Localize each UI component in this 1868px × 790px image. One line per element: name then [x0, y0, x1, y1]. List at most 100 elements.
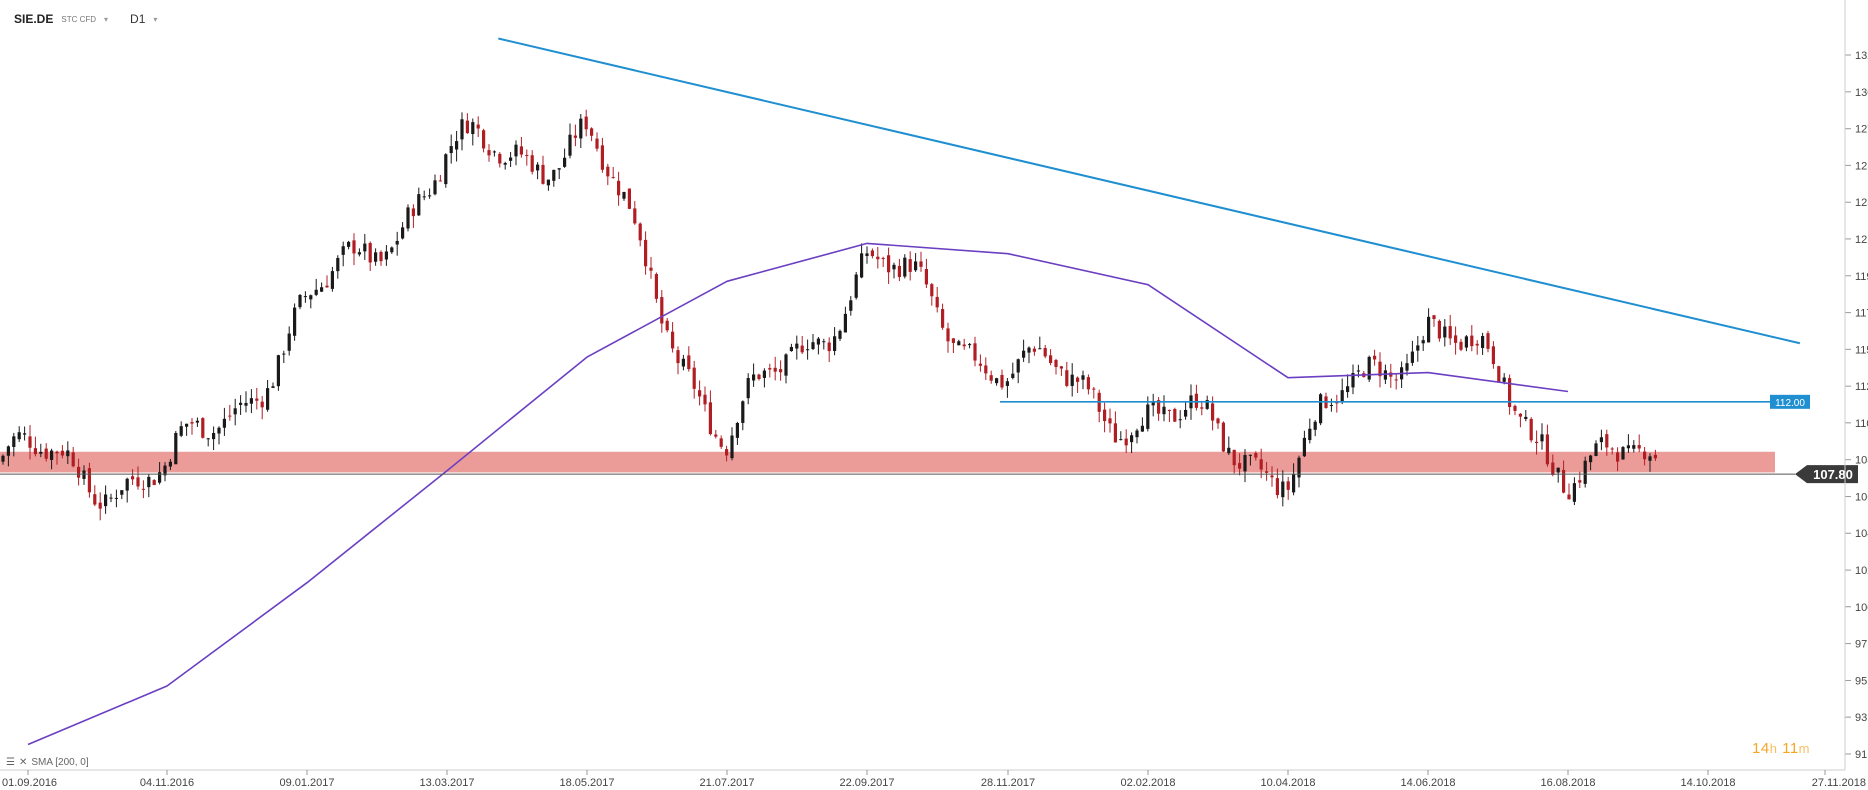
y-tick-label: 110.78 [1855, 418, 1868, 430]
candle-body [6, 446, 10, 456]
candle-body [1108, 418, 1112, 424]
candle-body [730, 435, 734, 459]
candle-body [77, 466, 81, 478]
candle-body [1599, 437, 1603, 443]
x-tick-label: 09.01.2017 [279, 777, 334, 789]
candle-body [125, 478, 129, 491]
candle-body [746, 378, 750, 399]
candle-body [827, 342, 831, 352]
candle-body [1081, 375, 1085, 380]
candle-body [190, 422, 194, 424]
candle-body [336, 257, 340, 272]
candle-body [282, 353, 286, 355]
x-tick-label: 04.11.2016 [140, 777, 194, 789]
candle-body [244, 402, 248, 406]
candle-body [460, 119, 464, 140]
candle-body [887, 255, 891, 273]
candle-body [320, 287, 324, 292]
candle-body [1135, 430, 1139, 438]
menu-icon[interactable]: ☰ [6, 757, 15, 768]
candle-body [109, 497, 113, 499]
timer-minutes-unit: m [1798, 741, 1811, 756]
candle-body [1513, 405, 1517, 411]
candle-body [1518, 413, 1522, 417]
candle-body [660, 297, 664, 324]
y-tick-label: 95.82 [1855, 675, 1868, 687]
candle-body [1065, 370, 1069, 386]
candle-body [174, 432, 178, 465]
sma-200-line [27, 242, 1569, 746]
candle-body [179, 426, 183, 436]
candle-body [671, 331, 675, 349]
candle-body [687, 355, 691, 370]
candle-body [185, 423, 189, 427]
candle-body [1059, 366, 1063, 369]
close-icon[interactable]: ✕ [18, 757, 28, 768]
candle-body [1140, 425, 1144, 432]
chart-toolbar: SIE.DE STC CFD ▾ D1 ▾ [14, 10, 157, 28]
candle-body [1130, 435, 1134, 443]
candle-body [1297, 457, 1301, 478]
candlestick-series [1, 109, 1657, 521]
candle-body [1124, 438, 1128, 446]
x-tick-label: 27.11.2018 [1812, 777, 1866, 789]
candle-body [1383, 370, 1387, 380]
candle-body [87, 468, 91, 493]
candle-body [465, 120, 469, 134]
candle-body [1346, 386, 1350, 393]
candle-body [28, 436, 32, 448]
candle-body [514, 144, 518, 157]
candle-body [1497, 366, 1501, 382]
candle-body [1178, 419, 1182, 421]
candle-body [719, 438, 723, 447]
candle-body [422, 196, 426, 198]
candle-body [330, 271, 334, 289]
candle-body [1351, 373, 1355, 388]
candle-body [1005, 381, 1009, 386]
candle-body [352, 240, 356, 254]
candle-body [644, 239, 648, 267]
candle-body [617, 180, 621, 196]
candle-body [1632, 445, 1636, 449]
candle-body [1578, 480, 1582, 483]
candle-body [962, 344, 966, 347]
chevron-down-icon[interactable]: ▾ [104, 14, 109, 24]
instrument-type-label: STC CFD [61, 14, 97, 24]
candle-body [978, 363, 982, 366]
candle-body [1454, 335, 1458, 343]
candle-body [1437, 320, 1441, 339]
candle-body [168, 461, 172, 467]
candle-body [428, 195, 432, 197]
candle-body [1610, 448, 1614, 450]
candle-body [1151, 402, 1155, 406]
candle-body [1378, 361, 1382, 377]
candle-body [849, 300, 853, 311]
x-tick-label: 14.10.2018 [1680, 777, 1735, 789]
y-tick-label: 112.91 [1855, 381, 1868, 393]
candle-body [1524, 416, 1528, 420]
chevron-down-icon[interactable]: ▾ [153, 14, 158, 24]
interval-label[interactable]: D1 [130, 12, 146, 26]
candle-body [1626, 445, 1630, 449]
candle-body [930, 284, 934, 297]
descending-trendline [498, 37, 1801, 345]
candle-body [919, 261, 923, 267]
candle-body [1043, 347, 1047, 357]
y-tick-label: 106.50 [1855, 492, 1868, 504]
candle-body [541, 164, 545, 184]
candle-body [1184, 409, 1188, 417]
candle-body [622, 191, 626, 199]
candle-body [1211, 403, 1215, 421]
candle-body [1146, 404, 1150, 429]
candle-body [525, 155, 529, 157]
candle-body [865, 253, 869, 257]
candle-body [266, 388, 270, 410]
candle-body [681, 358, 685, 367]
candle-body [1162, 406, 1166, 415]
candle-body [1286, 481, 1290, 490]
symbol-label[interactable]: SIE.DE [14, 12, 54, 26]
candle-body [1119, 439, 1123, 441]
sma-200-series [27, 242, 1569, 746]
candle-body [725, 449, 729, 456]
